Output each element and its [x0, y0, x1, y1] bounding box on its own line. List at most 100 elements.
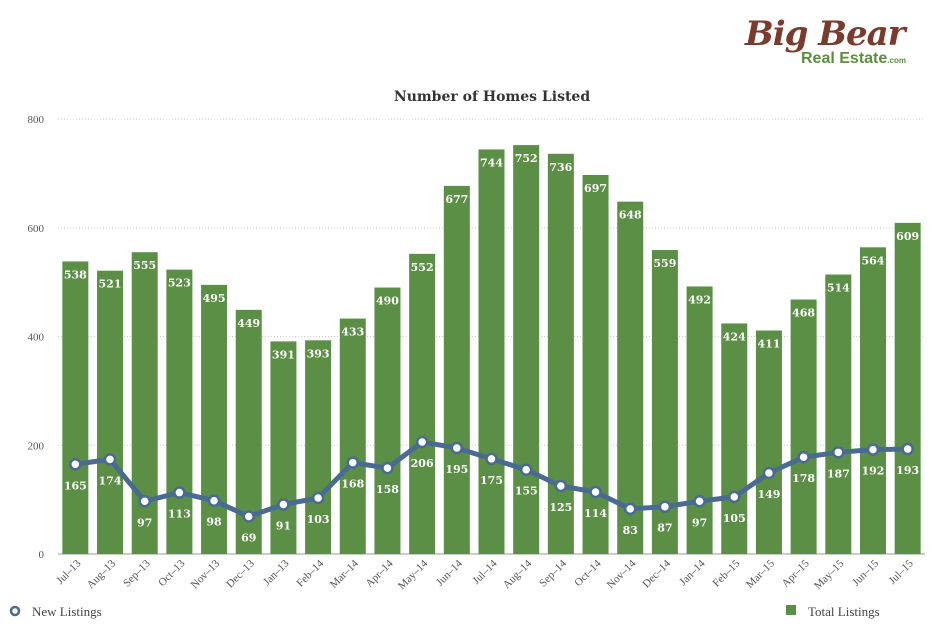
line-point	[866, 443, 880, 456]
line-point	[658, 500, 672, 513]
line-point	[103, 453, 117, 466]
bar-value-label: 752	[515, 152, 538, 165]
line-point	[242, 510, 255, 523]
bar	[131, 252, 158, 554]
bar	[513, 145, 540, 554]
bar-value-label: 538	[64, 268, 87, 281]
x-tick-label: Sep–13	[121, 557, 153, 589]
line-value-label: 168	[341, 478, 364, 491]
line-value-label: 113	[168, 508, 191, 521]
y-tick-label: 800	[28, 114, 45, 126]
line-point	[311, 491, 325, 505]
legend-marker-new-listings	[9, 605, 21, 617]
x-tick-label: May–14	[396, 557, 431, 592]
line-point	[901, 442, 914, 456]
bar-value-label: 521	[99, 278, 122, 291]
bars-total-listings: 538 521 555 523 495 449 391 393 433 490 552 677 744 7…	[62, 145, 921, 555]
line-value-label: 155	[515, 485, 538, 498]
bar-value-label: 555	[133, 259, 156, 272]
bar	[686, 286, 713, 554]
y-tick-label: 600	[28, 223, 45, 235]
bar-value-label: 564	[861, 254, 884, 267]
bar-value-label: 559	[653, 257, 676, 270]
line-new-listings: 165 174 97 113 98 69 91 103 168 158 206 195 175 155 12…	[64, 435, 919, 544]
bar-value-label: 744	[480, 156, 503, 169]
line-value-label: 192	[861, 465, 884, 478]
line-value-label: 187	[827, 467, 850, 480]
x-tick-label: Apr–14	[363, 557, 396, 590]
bar	[166, 269, 193, 554]
bar	[478, 149, 505, 554]
bar-value-label: 648	[619, 209, 642, 222]
y-tick-label: 400	[28, 332, 45, 344]
x-tick-label: May–15	[812, 557, 847, 592]
bar-value-label: 449	[237, 317, 260, 330]
x-tick-label: Jul–14	[470, 557, 500, 587]
line-point	[346, 456, 360, 469]
bar	[201, 284, 228, 554]
x-tick-label: Oct–13	[156, 557, 188, 589]
bar	[617, 201, 644, 554]
y-tick-label: 200	[28, 440, 45, 452]
line-point	[762, 466, 776, 480]
x-tick-label: Mar–14	[328, 557, 361, 590]
line-value-label: 175	[480, 474, 503, 487]
bar-value-label: 490	[376, 295, 399, 308]
bar-value-label: 552	[411, 261, 434, 274]
big-bear-logo: Big Bear Real Estate.com	[745, 14, 925, 74]
line-point	[797, 450, 810, 464]
bar-value-label: 411	[757, 338, 780, 351]
x-tick-label: Jul–13	[54, 557, 84, 587]
line-value-label: 87	[657, 522, 672, 535]
x-tick-label: Feb–14	[294, 557, 326, 589]
line-value-label: 98	[206, 516, 222, 529]
line-value-label: 97	[692, 516, 707, 529]
x-tick-label: Dec–14	[640, 557, 673, 590]
line-value-label: 174	[99, 474, 122, 487]
line-point	[519, 463, 533, 476]
line-value-label: 206	[411, 457, 434, 470]
line-point	[485, 452, 498, 466]
line-value-label: 195	[445, 463, 468, 476]
line-point	[415, 435, 429, 449]
bar	[825, 274, 852, 554]
bar-value-label: 495	[203, 292, 226, 305]
line-value-label: 69	[241, 531, 256, 544]
line-value-label: 103	[307, 513, 330, 526]
line-point	[277, 498, 290, 511]
line-value-label: 91	[276, 520, 291, 533]
line-point	[207, 494, 221, 507]
bar	[305, 340, 332, 554]
x-tick-label: Nov–14	[605, 557, 639, 591]
y-axis-ticks: 0 200 400 600 800	[28, 114, 45, 561]
line-value-label: 114	[584, 507, 607, 520]
bar-value-label: 468	[792, 307, 815, 320]
x-tick-label: Jun–14	[434, 557, 465, 588]
line-point	[623, 502, 637, 516]
line-value-label: 193	[896, 464, 919, 477]
x-tick-label: Jun–15	[850, 557, 881, 588]
line-value-label: 97	[137, 516, 152, 529]
bar	[270, 341, 297, 554]
bar-value-label: 523	[168, 277, 191, 290]
line-point	[832, 446, 845, 459]
x-axis-ticks: Jul–13 Aug–13 Sep–13 Oct–13 Nov–13 Dec–13 Jan–…	[54, 557, 916, 592]
line-value-label: 178	[792, 472, 815, 485]
bar-value-label: 492	[688, 293, 711, 306]
line-point	[69, 458, 82, 471]
legend: New Listings Total Listings	[9, 604, 880, 619]
line-point	[728, 490, 741, 504]
bar-value-label: 393	[307, 347, 330, 360]
line-value-label: 158	[376, 483, 399, 496]
bar	[339, 318, 366, 554]
x-tick-label: Aug–14	[501, 557, 535, 591]
chart-title: Number of Homes Listed	[394, 89, 590, 105]
bar	[62, 261, 89, 554]
line-point	[173, 486, 186, 499]
bar	[97, 270, 124, 554]
x-tick-label: Dec–13	[224, 557, 257, 590]
line-value-label: 125	[549, 501, 572, 514]
line-point	[589, 485, 602, 499]
bar	[374, 287, 401, 554]
